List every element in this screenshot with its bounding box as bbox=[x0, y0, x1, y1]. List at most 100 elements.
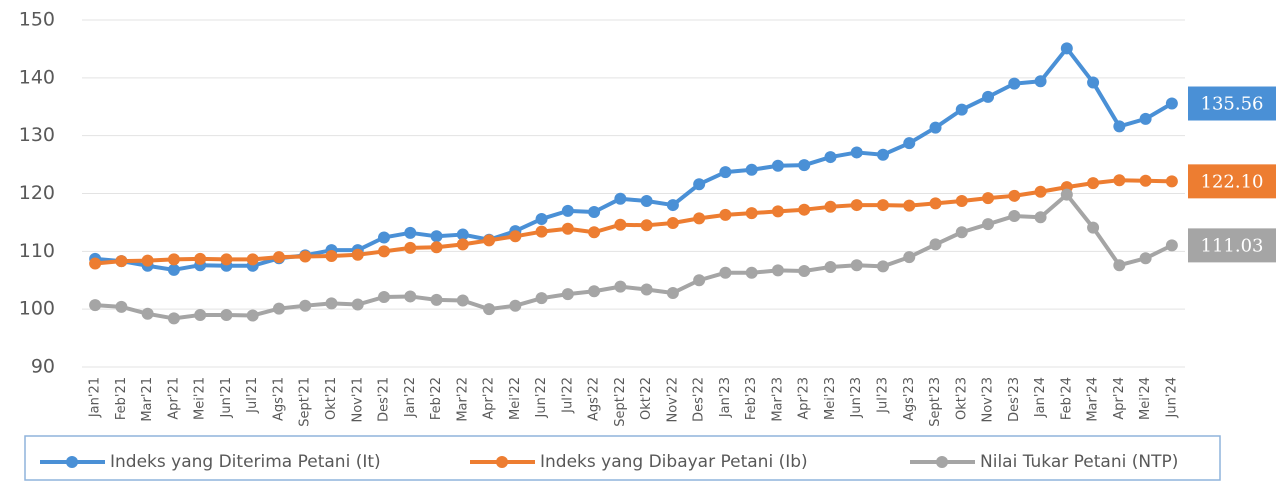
point bbox=[614, 218, 627, 231]
x-tick-label: Nov'23 bbox=[981, 377, 996, 423]
point bbox=[666, 199, 679, 212]
x-tick-label: Jul'21 bbox=[245, 377, 260, 414]
x-tick-label: Mei'24 bbox=[1138, 377, 1153, 420]
x-tick-label: Apr'22 bbox=[482, 377, 497, 420]
x-tick-label: Des'22 bbox=[692, 377, 707, 422]
point bbox=[456, 294, 469, 307]
x-tick-label: Apr'23 bbox=[797, 377, 812, 420]
y-tick-label: 150 bbox=[19, 9, 55, 31]
point bbox=[246, 309, 259, 322]
point bbox=[115, 300, 128, 313]
point bbox=[850, 146, 863, 159]
point bbox=[561, 204, 574, 217]
point bbox=[1165, 239, 1178, 252]
x-tick-label: Mar'24 bbox=[1086, 377, 1101, 422]
point bbox=[1008, 189, 1021, 202]
point bbox=[1113, 174, 1126, 187]
point bbox=[509, 230, 522, 243]
point bbox=[824, 200, 837, 213]
point bbox=[299, 250, 312, 263]
x-tick-label: Jan'23 bbox=[718, 377, 733, 418]
point bbox=[955, 195, 968, 208]
point bbox=[483, 303, 496, 316]
point bbox=[771, 205, 784, 218]
point bbox=[1165, 97, 1178, 110]
point bbox=[220, 308, 233, 321]
point bbox=[299, 299, 312, 312]
point bbox=[876, 260, 889, 273]
point bbox=[430, 230, 443, 243]
point bbox=[1087, 221, 1100, 234]
x-tick-label: Jun'24 bbox=[1164, 377, 1179, 418]
point bbox=[246, 253, 259, 266]
point bbox=[220, 253, 233, 266]
point bbox=[903, 199, 916, 212]
legend-marker bbox=[936, 456, 948, 468]
point bbox=[561, 222, 574, 235]
x-tick-label: Nov'22 bbox=[665, 377, 680, 423]
point bbox=[771, 264, 784, 277]
x-tick-label: Feb'24 bbox=[1059, 377, 1074, 420]
point bbox=[404, 290, 417, 303]
point bbox=[666, 216, 679, 229]
point bbox=[876, 199, 889, 212]
point bbox=[929, 121, 942, 134]
x-tick-label: Nov'21 bbox=[350, 377, 365, 423]
point bbox=[876, 148, 889, 161]
point bbox=[272, 251, 285, 264]
value-label: 135.56 bbox=[1201, 94, 1264, 115]
point bbox=[456, 238, 469, 251]
x-tick-label: Des'23 bbox=[1007, 377, 1022, 422]
point bbox=[1060, 42, 1073, 55]
x-tick-label: Okt'22 bbox=[639, 377, 654, 420]
value-label-box bbox=[1188, 164, 1276, 199]
x-tick-label: Feb'21 bbox=[114, 377, 129, 420]
x-tick-label: Apr'24 bbox=[1112, 377, 1127, 420]
point bbox=[404, 226, 417, 239]
point bbox=[194, 252, 207, 265]
legend-label: Nilai Tukar Petani (NTP) bbox=[980, 452, 1178, 472]
point bbox=[1087, 177, 1100, 190]
point bbox=[640, 283, 653, 296]
legend-label: Indeks yang Dibayar Petani (Ib) bbox=[540, 452, 808, 472]
point bbox=[850, 199, 863, 212]
point bbox=[194, 308, 207, 321]
x-tick-label: Jan'22 bbox=[403, 377, 418, 418]
x-tick-label: Okt'21 bbox=[324, 377, 339, 420]
point bbox=[351, 298, 364, 311]
point bbox=[798, 159, 811, 172]
point bbox=[325, 249, 338, 262]
point bbox=[903, 137, 916, 150]
point bbox=[1034, 185, 1047, 198]
x-tick-label: Ags'22 bbox=[587, 377, 602, 421]
point bbox=[1008, 77, 1021, 90]
point bbox=[982, 192, 995, 205]
point bbox=[272, 302, 285, 315]
point bbox=[614, 280, 627, 293]
point bbox=[535, 225, 548, 238]
x-tick-label: Sept'22 bbox=[613, 377, 628, 427]
x-tick-label: Feb'23 bbox=[744, 377, 759, 420]
point bbox=[955, 226, 968, 239]
point bbox=[745, 266, 758, 279]
x-tick-label: Jun'22 bbox=[534, 377, 549, 418]
point bbox=[141, 307, 154, 320]
point bbox=[614, 192, 627, 205]
point bbox=[561, 288, 574, 301]
point bbox=[798, 264, 811, 277]
point bbox=[378, 231, 391, 244]
point bbox=[1034, 211, 1047, 224]
point bbox=[798, 203, 811, 216]
point bbox=[483, 234, 496, 247]
point bbox=[167, 253, 180, 266]
point bbox=[640, 195, 653, 208]
point bbox=[719, 208, 732, 221]
x-tick-label: Mei'22 bbox=[508, 377, 523, 420]
value-label-box bbox=[1188, 86, 1276, 121]
point bbox=[167, 263, 180, 276]
point bbox=[1034, 75, 1047, 88]
point bbox=[588, 285, 601, 298]
x-tick-label: Sept'21 bbox=[298, 377, 313, 427]
point bbox=[430, 293, 443, 306]
